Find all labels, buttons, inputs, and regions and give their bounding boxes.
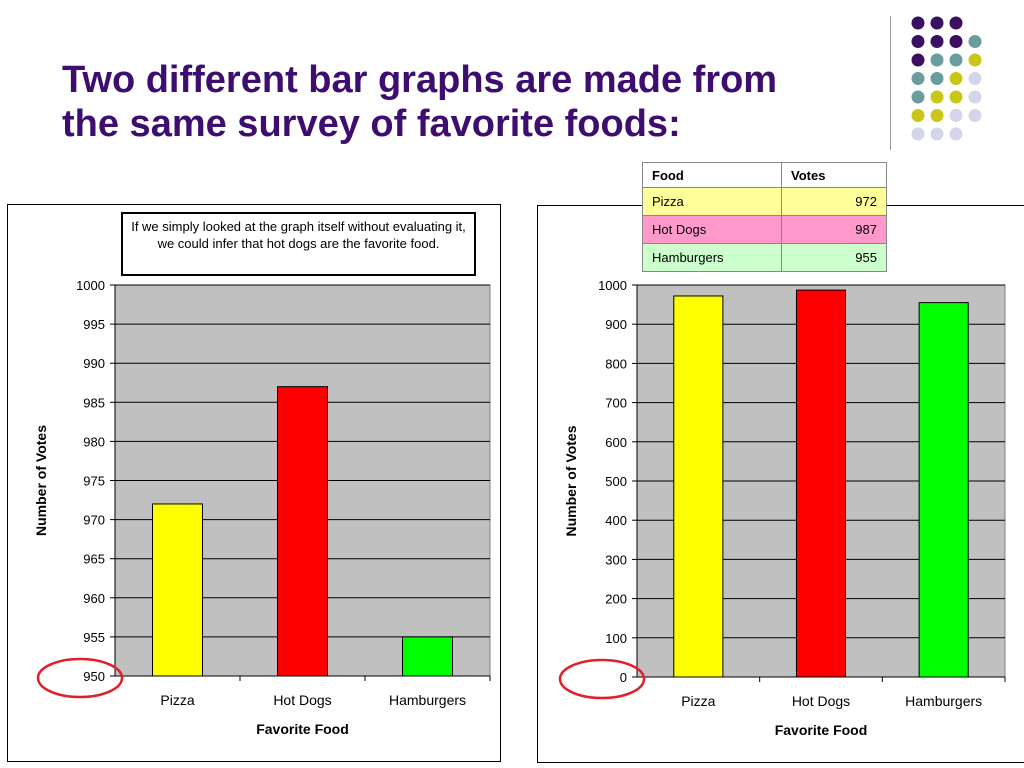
slide-title: Two different bar graphs are made from t… xyxy=(62,58,882,146)
highlight-ellipse xyxy=(558,658,646,700)
decorative-dot xyxy=(949,109,963,122)
votes-table-cell-food: Hamburgers xyxy=(642,243,782,272)
slide-title-line2: the same survey of favorite foods: xyxy=(62,103,681,145)
bar xyxy=(152,503,203,677)
y-tick-label: 985 xyxy=(83,395,105,410)
x-axis-label: Favorite Food xyxy=(256,721,349,737)
decorative-dot xyxy=(949,72,963,85)
y-tick-label: 200 xyxy=(605,592,627,607)
x-tick-label: Pizza xyxy=(160,692,194,708)
y-tick-label: 600 xyxy=(605,435,627,450)
x-tick-label: Hamburgers xyxy=(905,693,982,709)
chart-panel-full-axis: 0 100 200 300 400 500 600 700 800 900 1000 Pizza Hot… xyxy=(537,205,1024,763)
y-tick-label: 975 xyxy=(83,474,105,489)
y-tick-label: 700 xyxy=(605,396,627,411)
bar xyxy=(795,289,847,678)
y-tick-label: 0 xyxy=(620,670,627,685)
decorative-dot xyxy=(949,127,963,141)
title-divider xyxy=(890,16,891,150)
y-tick-label: 980 xyxy=(83,434,105,449)
decorative-dot xyxy=(911,35,925,48)
y-tick-label: 100 xyxy=(605,631,627,646)
y-tick-label: 900 xyxy=(605,317,627,332)
bar xyxy=(402,636,453,677)
votes-table: Food Votes Pizza 972 Hot Dogs 987 Hambur… xyxy=(642,162,887,272)
x-tick-label: Hot Dogs xyxy=(792,693,850,709)
bar xyxy=(918,302,969,678)
votes-table-cell-food: Hot Dogs xyxy=(642,215,782,244)
votes-table-cell-votes: 972 xyxy=(781,187,887,216)
decorative-dot xyxy=(911,127,925,141)
x-tick-label: Hot Dogs xyxy=(273,692,331,708)
votes-table-header-row: Food Votes xyxy=(642,162,887,188)
decorative-dot xyxy=(968,109,982,122)
votes-table-row: Hamburgers 955 xyxy=(642,243,887,272)
decorative-dot xyxy=(911,109,925,122)
highlight-ellipse xyxy=(36,657,124,699)
decorative-dot xyxy=(968,72,982,85)
y-tick-label: 500 xyxy=(605,474,627,489)
decorative-dot-grid xyxy=(911,16,982,141)
decorative-dot xyxy=(968,35,982,48)
x-axis-label: Favorite Food xyxy=(775,722,868,738)
votes-table-header-food: Food xyxy=(642,162,782,188)
y-tick-label: 1000 xyxy=(76,278,105,293)
decorative-dot xyxy=(930,127,944,141)
votes-table-row: Pizza 972 xyxy=(642,187,887,216)
decorative-dot xyxy=(911,16,925,30)
callout-box: If we simply looked at the graph itself … xyxy=(121,212,476,276)
decorative-dot xyxy=(930,109,944,122)
x-tick-label: Pizza xyxy=(681,693,715,709)
decorative-dot xyxy=(930,72,944,85)
y-axis-label: Number of Votes xyxy=(563,425,579,536)
decorative-dot xyxy=(949,16,963,30)
bar xyxy=(673,295,724,678)
votes-table-cell-votes: 955 xyxy=(781,243,887,272)
y-tick-label: 995 xyxy=(83,317,105,332)
y-tick-label: 990 xyxy=(83,356,105,371)
y-tick-label: 960 xyxy=(83,591,105,606)
y-tick-label: 950 xyxy=(83,669,105,684)
y-tick-label: 400 xyxy=(605,513,627,528)
decorative-dot xyxy=(930,90,944,104)
y-tick-label: 800 xyxy=(605,356,627,371)
y-tick-label: 1000 xyxy=(598,278,627,293)
decorative-dot xyxy=(911,53,925,67)
decorative-dot xyxy=(949,90,963,104)
chart-panel-truncated-axis: 950 955 960 965 970 975 980 985 990 995 1000 Pizza H… xyxy=(7,204,501,762)
decorative-dot xyxy=(968,90,982,104)
decorative-dot xyxy=(911,72,925,85)
decorative-dot xyxy=(911,90,925,104)
callout-text: If we simply looked at the graph itself … xyxy=(131,219,466,251)
slide-title-line1: Two different bar graphs are made from xyxy=(62,59,778,101)
y-tick-label: 965 xyxy=(83,552,105,567)
decorative-dot xyxy=(949,53,963,67)
bar-chart-full-axis: 0 100 200 300 400 500 600 700 800 900 1000 Pizza Hot… xyxy=(558,278,1006,738)
decorative-dot xyxy=(930,53,944,67)
x-tick-label: Hamburgers xyxy=(389,692,466,708)
votes-table-cell-food: Pizza xyxy=(642,187,782,216)
decorative-dot xyxy=(930,16,944,30)
bar xyxy=(277,386,328,677)
y-tick-label: 970 xyxy=(83,513,105,528)
votes-table-header-votes: Votes xyxy=(781,162,887,188)
decorative-dot xyxy=(968,53,982,67)
votes-table-cell-votes: 987 xyxy=(781,215,887,244)
y-axis-label: Number of Votes xyxy=(33,425,49,536)
votes-table-row: Hot Dogs 987 xyxy=(642,215,887,244)
bar-chart-truncated-axis: 950 955 960 965 970 975 980 985 990 995 1000 Pizza H… xyxy=(33,278,491,737)
decorative-dot xyxy=(930,35,944,48)
y-tick-label: 955 xyxy=(83,630,105,645)
decorative-dot xyxy=(949,35,963,48)
y-tick-label: 300 xyxy=(605,552,627,567)
